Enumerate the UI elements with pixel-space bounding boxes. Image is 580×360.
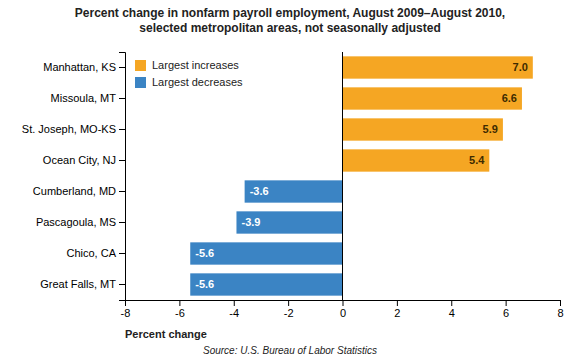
legend-item: Largest decreases bbox=[135, 76, 243, 88]
x-tick: -8 bbox=[121, 300, 131, 319]
x-tick-label: 8 bbox=[557, 307, 563, 319]
y-tick: St. Joseph, MO-KS bbox=[22, 123, 125, 135]
x-tick: 4 bbox=[449, 300, 455, 319]
x-tick-mark bbox=[451, 300, 452, 306]
x-tick: 8 bbox=[557, 300, 563, 319]
x-tick: 6 bbox=[503, 300, 509, 319]
y-axis-line bbox=[119, 53, 126, 301]
bar bbox=[343, 56, 533, 78]
x-axis: -8 -6 -4 -2 0 2 4 6 8 bbox=[121, 300, 564, 319]
x-tick-label: -6 bbox=[175, 307, 185, 319]
y-tick-label: Cumberland, MD bbox=[33, 185, 116, 197]
x-tick-mark bbox=[343, 300, 344, 306]
bars bbox=[190, 56, 533, 295]
data-label: 7.0 bbox=[513, 61, 528, 73]
x-tick: -6 bbox=[175, 300, 185, 319]
bar bbox=[245, 180, 343, 202]
y-tick-label: St. Joseph, MO-KS bbox=[22, 123, 116, 135]
chart: Percent change in nonfarm payroll employ… bbox=[0, 0, 580, 360]
legend-swatch bbox=[135, 60, 146, 71]
y-tick-mark bbox=[119, 98, 125, 99]
data-label: 5.4 bbox=[469, 154, 485, 166]
x-tick-label: -4 bbox=[229, 307, 239, 319]
y-axis: Great Falls, MT Chico, CA Pascagoula, MS Cu… bbox=[22, 53, 126, 301]
legend-label: Largest decreases bbox=[152, 76, 243, 88]
x-tick-label: 6 bbox=[503, 307, 509, 319]
x-tick-label: 0 bbox=[340, 307, 346, 319]
data-label: -5.6 bbox=[195, 278, 214, 290]
y-tick-mark bbox=[119, 67, 125, 68]
y-tick: Pascagoula, MS bbox=[36, 216, 125, 228]
data-label: -5.6 bbox=[195, 247, 214, 259]
source: Source: U.S. Bureau of Labor Statistics bbox=[203, 345, 377, 356]
x-tick: 0 bbox=[340, 300, 346, 319]
x-tick-mark bbox=[179, 300, 180, 306]
bar bbox=[343, 149, 490, 171]
bar bbox=[190, 273, 342, 295]
x-tick-label: 4 bbox=[449, 307, 455, 319]
legend-item: Largest increases bbox=[135, 59, 239, 71]
x-axis-line bbox=[126, 301, 561, 307]
bar bbox=[343, 87, 522, 109]
data-label: -3.9 bbox=[241, 216, 260, 228]
x-tick-mark bbox=[288, 300, 289, 306]
x-axis-title: Percent change bbox=[125, 328, 207, 340]
x-tick-label: 2 bbox=[394, 307, 400, 319]
y-tick: Ocean City, NJ bbox=[43, 154, 125, 166]
data-labels: 5.4 5.9 6.6 7.0 -5.6 -5.6 -3.9 -3.6 bbox=[195, 61, 528, 290]
y-tick-label: Pascagoula, MS bbox=[36, 216, 116, 228]
data-label: 6.6 bbox=[502, 92, 517, 104]
y-tick-mark bbox=[119, 129, 125, 130]
y-tick-mark bbox=[119, 284, 125, 285]
x-tick-label: -8 bbox=[121, 307, 131, 319]
y-tick-mark bbox=[119, 253, 125, 254]
x-tick-label: -2 bbox=[284, 307, 294, 319]
legend: Largest increases Largest decreases bbox=[135, 59, 243, 88]
bar bbox=[236, 211, 342, 233]
y-tick-label: Ocean City, NJ bbox=[43, 154, 116, 166]
data-label: 5.9 bbox=[483, 123, 498, 135]
legend-swatch bbox=[135, 77, 146, 88]
legend-label: Largest increases bbox=[152, 59, 239, 71]
y-tick: Manhattan, KS bbox=[43, 61, 125, 73]
y-tick: Great Falls, MT bbox=[40, 278, 125, 290]
bar bbox=[343, 118, 503, 140]
y-tick-mark bbox=[119, 160, 125, 161]
y-tick-label: Chico, CA bbox=[66, 247, 116, 259]
x-tick-mark bbox=[560, 300, 561, 306]
x-tick: -2 bbox=[284, 300, 294, 319]
y-tick-label: Great Falls, MT bbox=[40, 278, 116, 290]
y-tick-label: Manhattan, KS bbox=[43, 61, 116, 73]
title: Percent change in nonfarm payroll employ… bbox=[75, 6, 505, 35]
y-tick: Chico, CA bbox=[66, 247, 125, 259]
bar bbox=[190, 242, 342, 264]
data-label: -3.6 bbox=[250, 185, 269, 197]
x-tick: -4 bbox=[229, 300, 239, 319]
y-tick-mark bbox=[119, 222, 125, 223]
y-tick: Cumberland, MD bbox=[33, 185, 125, 197]
x-tick-mark bbox=[506, 300, 507, 306]
x-tick-mark bbox=[234, 300, 235, 306]
x-tick-mark bbox=[397, 300, 398, 306]
y-tick-label: Missoula, MT bbox=[51, 92, 117, 104]
x-tick: 2 bbox=[394, 300, 400, 319]
y-tick-mark bbox=[119, 191, 125, 192]
baseline bbox=[342, 52, 343, 300]
y-tick: Missoula, MT bbox=[51, 92, 125, 104]
